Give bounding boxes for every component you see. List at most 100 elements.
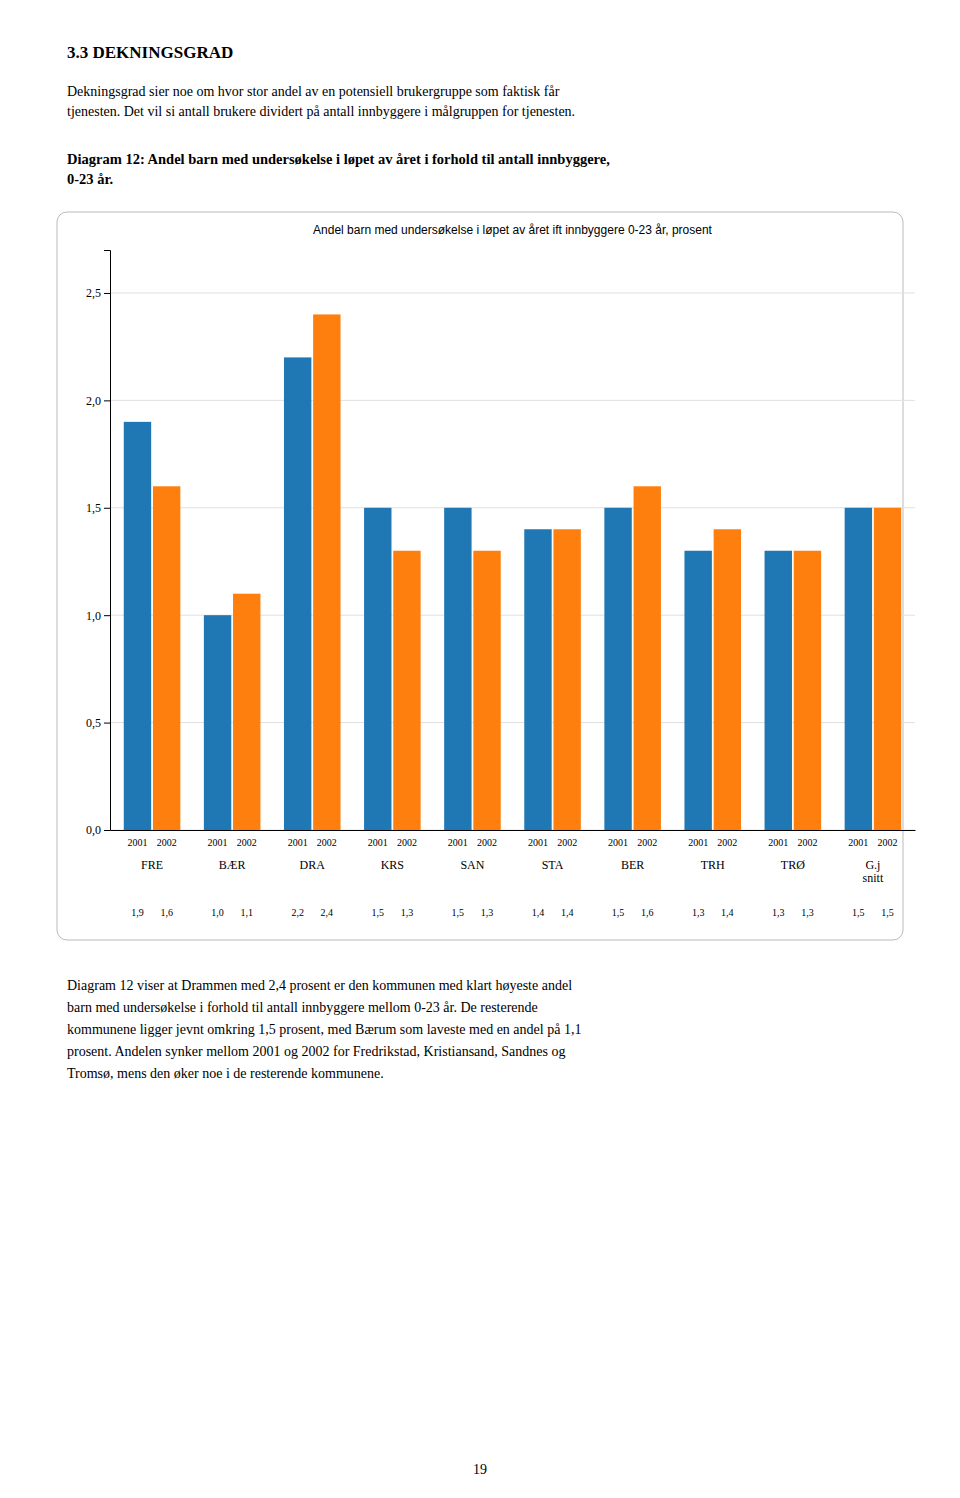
bars [124,314,901,830]
bar [284,357,311,830]
series-label: 2001 [848,837,868,848]
data-label: 1,4 [561,907,574,918]
y-tick: 0,0 [86,823,110,837]
series-label: 2001 [127,837,147,848]
series-label: 2001 [208,837,228,848]
x-tick-label: SAN [460,858,484,872]
text-line: KRS [381,858,404,872]
y-tick-mark [104,508,110,509]
bar [845,508,872,830]
data-label: 1,9 [131,907,144,918]
text-line: Diagram 12: Andel barn med undersøkelse … [67,151,610,167]
paragraph: Dekningsgrad sier noe om hvor stor andel… [67,84,575,119]
data-label: 1,3 [801,907,814,918]
series-label: 2002 [157,837,177,848]
text-line: Dekningsgrad sier noe om hvor stor andel… [67,84,560,99]
bar [204,615,231,830]
series-label: 2001 [768,837,788,848]
series-label: 2002 [797,837,817,848]
data-label: 1,3 [692,907,705,918]
series-label: 2001 [608,837,628,848]
text-line: snitt [863,871,884,885]
data-label: 1,3 [481,907,494,918]
y-tick-mark [104,723,110,724]
y-tick-label: 0,5 [86,716,101,730]
text-line: tjenesten. Det vil si antall brukere div… [67,104,575,119]
bar [313,314,340,830]
bar [153,486,180,830]
bar-series [124,357,872,830]
x-tick-label: G.jsnitt [863,858,884,885]
y-tick-mark [104,400,110,401]
text-line: 0-23 år. [67,171,113,187]
data-label: 1,5 [852,907,865,918]
text-line: BÆR [219,858,246,872]
text-line: G.j [865,858,880,872]
series-label: 2002 [637,837,657,848]
text-line: kommunene ligger jevnt omkring 1,5 prose… [67,1022,581,1037]
bar [874,508,901,830]
grid [110,293,915,830]
diagram-label: Diagram 12: Andel barn med undersøkelse … [67,151,610,187]
grid-line [110,400,915,401]
text-line: barn med undersøkelse i forhold til anta… [67,1000,538,1015]
y-tick: 0,5 [86,716,110,730]
y-tick-label: 1,5 [86,501,101,515]
data-label: 2,4 [321,907,334,918]
page: 3.3 DEKNINGSGRAD Dekningsgrad sier noe om… [0,0,960,1498]
y-tick: 1,5 [86,501,110,515]
data-label: 1,4 [532,907,545,918]
data-label: 1,4 [721,907,734,918]
data-label: 1,5 [612,907,625,918]
bar [765,551,792,830]
bar [124,422,151,830]
series-label: 2001 [288,837,308,848]
y-tick-label: 2,5 [86,286,101,300]
text-line: BER [621,858,644,872]
bar [393,551,420,830]
bar [524,529,551,830]
x-tick-label: BÆR [219,858,246,872]
text-line: prosent. Andelen synker mellom 2001 og 2… [67,1044,565,1059]
data-label: 2,2 [291,907,304,918]
y-tick-mark [104,615,110,616]
bar [604,508,631,830]
plot: 0,0 0,5 1,0 1,5 2,0 2,5 FRE BÆR DRA KRS SAN STA BER T… [86,251,916,919]
series-label: 2001 [528,837,548,848]
series-label: 2002 [878,837,898,848]
data-label: 1,0 [211,907,224,918]
data-label: 1,3 [772,907,785,918]
data-label: 1,1 [240,907,253,918]
bar [233,594,260,830]
bar [794,551,821,830]
y-tick-mark [104,830,110,831]
y-tick-mark [104,293,110,294]
y-tick: 2,5 [86,286,110,300]
text-line: DRA [300,858,326,872]
x-tick-label: TRØ [781,858,805,872]
x-axis: FRE BÆR DRA KRS SAN STA BER TRH TRØ G.jsnitt [111,830,916,885]
y-axis: 0,0 0,5 1,0 1,5 2,0 2,5 [86,251,111,838]
x-tick-label: TRH [701,858,725,872]
y-tick-label: 1,0 [86,609,101,623]
text-line: TRH [701,858,725,872]
series-label: 2002 [717,837,737,848]
text-line: STA [542,858,564,872]
y-tick: 1,0 [86,609,110,623]
series-label: 2002 [477,837,497,848]
text-line: SAN [460,858,484,872]
x-tick-label: FRE [141,858,163,872]
series-label: 2001 [368,837,388,848]
bar [553,529,580,830]
x-tick-label: STA [542,858,564,872]
data-label: 1,6 [641,907,654,918]
grid-line [110,507,915,508]
y-tick: 2,0 [86,394,110,408]
series-label: 2001 [688,837,708,848]
chart-title: Andel barn med undersøkelse i løpet av å… [313,223,713,237]
bar [444,508,471,830]
x-tick-label: DRA [300,858,326,872]
y-axis-line [104,251,111,831]
heading: 3.3 DEKNINGSGRAD [67,43,233,62]
bar [364,508,391,830]
